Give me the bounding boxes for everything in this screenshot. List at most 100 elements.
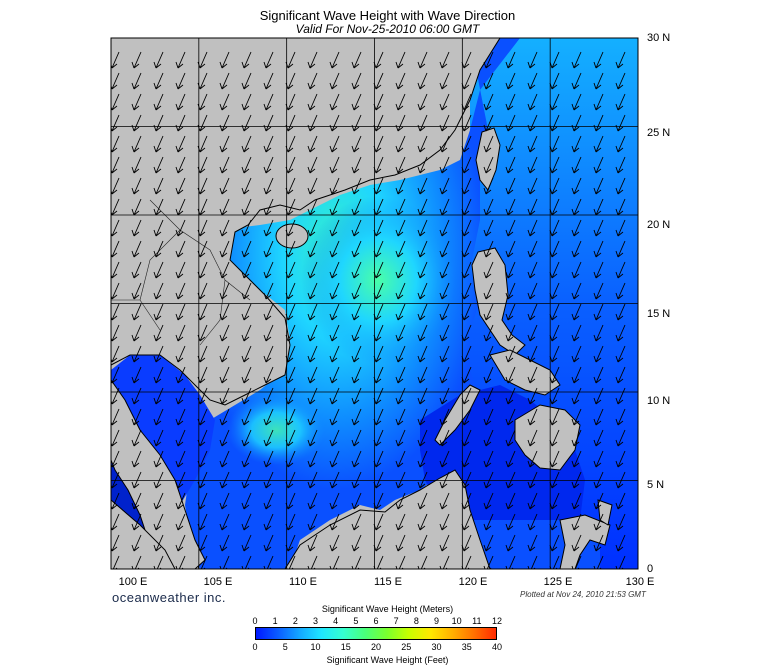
wave-arrow xyxy=(395,492,406,510)
wave-arrow xyxy=(461,114,472,132)
country-borders xyxy=(111,199,251,346)
wave-arrow xyxy=(241,534,252,552)
wave-arrow xyxy=(615,177,626,195)
lat-label-30n: 30 N xyxy=(647,32,671,44)
wave-arrow xyxy=(505,114,516,132)
wave-arrow xyxy=(615,261,626,279)
wave-arrow xyxy=(131,324,142,342)
wave-arrow xyxy=(461,219,472,237)
wave-arrow xyxy=(549,492,560,510)
wave-arrow xyxy=(483,219,494,237)
wave-arrow xyxy=(197,429,208,447)
wave-arrow xyxy=(527,513,538,531)
wave-arrow xyxy=(505,219,516,237)
wave-arrow xyxy=(571,471,582,489)
wave-arrow xyxy=(351,513,362,531)
wave-arrow xyxy=(263,51,274,69)
wave-arrow xyxy=(111,156,120,174)
lat-label-10n: 10 N xyxy=(647,395,671,407)
wave-arrow xyxy=(483,261,494,279)
wave-arrow xyxy=(197,513,208,531)
colorbar-feet-tick: 30 xyxy=(431,642,442,652)
wave-arrow xyxy=(197,219,208,237)
wave-arrow xyxy=(241,303,252,321)
wave-arrow xyxy=(439,303,450,321)
wave-arrow xyxy=(307,72,318,90)
wave-arrow xyxy=(395,51,406,69)
wave-arrow xyxy=(131,282,142,300)
wave-arrow xyxy=(175,408,186,426)
wave-arrow xyxy=(111,114,120,132)
wave-arrow xyxy=(373,198,384,216)
wave-arrow xyxy=(219,513,230,531)
wave-arrow xyxy=(483,114,494,132)
wave-arrow xyxy=(153,72,164,90)
wave-arrow xyxy=(417,345,428,363)
wave-arrow xyxy=(615,93,626,111)
wave-arrow xyxy=(111,282,120,300)
wave-arrow xyxy=(263,240,274,258)
sea-high-wave-zone xyxy=(290,160,510,400)
wave-arrow xyxy=(197,198,208,216)
wave-arrow xyxy=(571,51,582,69)
wave-arrow xyxy=(263,135,274,153)
wave-arrow xyxy=(483,366,494,384)
wave-arrow xyxy=(461,429,472,447)
lon-label-105e: 105 E xyxy=(203,576,233,588)
wave-arrow xyxy=(505,93,516,111)
wave-arrow xyxy=(285,93,296,111)
lat-label-0: 0 xyxy=(647,563,654,575)
wave-arrow xyxy=(395,261,406,279)
wave-arrow xyxy=(483,534,494,552)
wave-arrow xyxy=(571,450,582,468)
wave-arrow xyxy=(549,219,560,237)
wave-arrow xyxy=(131,471,142,489)
wave-arrow xyxy=(373,387,384,405)
wave-arrow xyxy=(307,324,318,342)
wave-arrow xyxy=(373,303,384,321)
wave-arrow xyxy=(461,450,472,468)
wave-arrow xyxy=(351,156,362,174)
colorbar-meters-tick: 8 xyxy=(413,616,419,626)
wave-arrow xyxy=(351,534,362,552)
wave-arrow xyxy=(131,534,142,552)
wave-arrow xyxy=(263,513,274,531)
colorbar-feet-tick: 0 xyxy=(252,642,258,652)
wave-arrow xyxy=(571,219,582,237)
wave-arrow xyxy=(153,324,164,342)
wave-arrow xyxy=(615,471,626,489)
wave-arrow xyxy=(439,492,450,510)
wave-arrow xyxy=(153,240,164,258)
wave-arrow xyxy=(307,429,318,447)
wave-arrow xyxy=(417,72,428,90)
wave-arrow xyxy=(417,240,428,258)
wave-arrow xyxy=(505,240,516,258)
wave-arrow xyxy=(461,198,472,216)
wave-arrow xyxy=(461,240,472,258)
wave-arrow xyxy=(439,51,450,69)
wave-arrow xyxy=(197,303,208,321)
wave-arrow xyxy=(373,408,384,426)
wave-arrow xyxy=(329,177,340,195)
wave-arrow xyxy=(461,387,472,405)
wave-arrow xyxy=(263,198,274,216)
wave-arrow xyxy=(175,135,186,153)
wave-arrow xyxy=(241,261,252,279)
wave-arrow xyxy=(175,219,186,237)
wave-arrow xyxy=(439,324,450,342)
wave-arrow xyxy=(527,51,538,69)
wave-arrow xyxy=(527,198,538,216)
wave-arrow xyxy=(373,282,384,300)
wave-arrow xyxy=(373,240,384,258)
wave-arrow xyxy=(439,282,450,300)
wave-arrow xyxy=(395,135,406,153)
wave-arrow xyxy=(263,324,274,342)
colorbar-feet-title: Significant Wave Height (Feet) xyxy=(326,655,449,665)
colorbar-feet-tick: 5 xyxy=(282,642,288,652)
wave-arrow xyxy=(439,198,450,216)
wave-arrow xyxy=(131,492,142,510)
wave-arrow xyxy=(549,240,560,258)
wave-arrow xyxy=(571,534,582,552)
wave-arrow xyxy=(197,177,208,195)
wave-arrow xyxy=(571,93,582,111)
